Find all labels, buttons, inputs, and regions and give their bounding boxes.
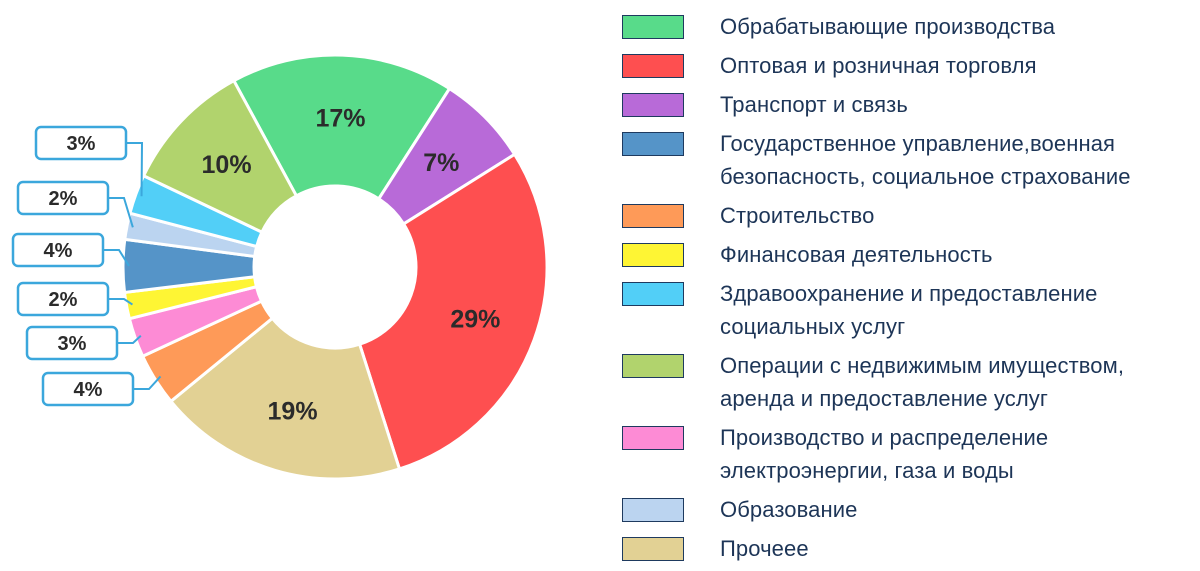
legend-label: Строительство <box>720 203 875 228</box>
legend-label: Образование <box>720 497 858 522</box>
legend-item: Операции с недвижимым имуществом, аренда… <box>622 349 1192 415</box>
slice-label: 3% <box>58 333 87 355</box>
slice-label: 2% <box>49 289 78 311</box>
legend-item: Строительство <box>622 199 1192 232</box>
callout-line <box>126 142 144 197</box>
slice-labels: 17% 7% 29% 19% 4% 3% 2% 4% 2% 3% 10% <box>11 105 500 425</box>
legend-label: Государственное управление,военная безоп… <box>720 131 1131 189</box>
legend-item: Финансовая деятельность <box>622 238 1192 271</box>
legend-item: Прочеее <box>622 532 1192 565</box>
slice-label: 4% <box>74 379 103 401</box>
slice <box>141 78 299 235</box>
slice <box>168 316 402 481</box>
slice <box>357 152 549 471</box>
callout-box <box>16 281 110 317</box>
legend-label: Обрабатывающие производства <box>720 14 1056 39</box>
slice-label: 7% <box>423 149 459 177</box>
slice-label: 2% <box>49 188 78 210</box>
callout-box <box>41 371 135 407</box>
legend-item: Обрабатывающие производства <box>622 10 1192 43</box>
legend-item: Оптовая и розничная торговля <box>622 49 1192 82</box>
legend-swatch <box>622 426 684 450</box>
slice-label: 10% <box>202 151 252 179</box>
callout-line <box>133 375 162 390</box>
legend-swatch <box>622 93 684 117</box>
legend-label: Транспорт и связь <box>720 92 908 117</box>
legend-swatch <box>622 537 684 561</box>
callout-line <box>103 249 130 267</box>
legend-label: Оптовая и розничная торговля <box>720 53 1037 78</box>
callout-line <box>117 335 142 344</box>
slice-label: 29% <box>450 305 500 333</box>
legend-swatch <box>622 15 684 39</box>
legend-swatch <box>622 204 684 228</box>
legend-item: Транспорт и связь <box>622 88 1192 121</box>
callout-box <box>16 180 110 216</box>
donut-chart: 17% 7% 29% 19% 4% 3% 2% 4% 2% 3% 10% Обрабатывающи… <box>11 14 1131 561</box>
legend-swatch <box>622 243 684 267</box>
donut-chart-svg: 17% 7% 29% 19% 4% 3% 2% 4% 2% 3% 10% <box>11 53 549 481</box>
legend-swatch <box>622 54 684 78</box>
legend-item: Государственное управление,военная безоп… <box>622 127 1192 193</box>
legend-label: Производство и распределение электроэнер… <box>720 425 1049 483</box>
callout-line <box>108 197 134 228</box>
legend-swatch <box>622 498 684 522</box>
legend-item: Здравоохранение и предоставление социаль… <box>622 277 1192 343</box>
slice <box>231 53 452 201</box>
slice-label: 3% <box>67 133 96 155</box>
legend-label: Прочеее <box>720 536 809 561</box>
callout-box <box>34 125 128 161</box>
legend-swatch <box>622 132 684 156</box>
legend-item: Образование <box>622 493 1192 526</box>
legend-swatch <box>622 282 684 306</box>
slice-label: 19% <box>268 397 318 425</box>
callout-box <box>25 325 119 361</box>
legend-label: Финансовая деятельность <box>720 242 993 267</box>
callout-box <box>11 232 105 268</box>
callout-line <box>108 298 133 306</box>
legend-swatch <box>622 354 684 378</box>
slice-label: 4% <box>44 240 73 262</box>
legend-label: Здравоохранение и предоставление социаль… <box>720 281 1098 339</box>
legend-label: Операции с недвижимым имуществом, аренда… <box>720 353 1125 411</box>
slices <box>121 53 549 481</box>
chart-legend: Обрабатывающие производства Оптовая и роз… <box>622 10 1192 571</box>
legend-item: Производство и распределение электроэнер… <box>622 421 1192 487</box>
slice-label: 17% <box>315 105 365 133</box>
